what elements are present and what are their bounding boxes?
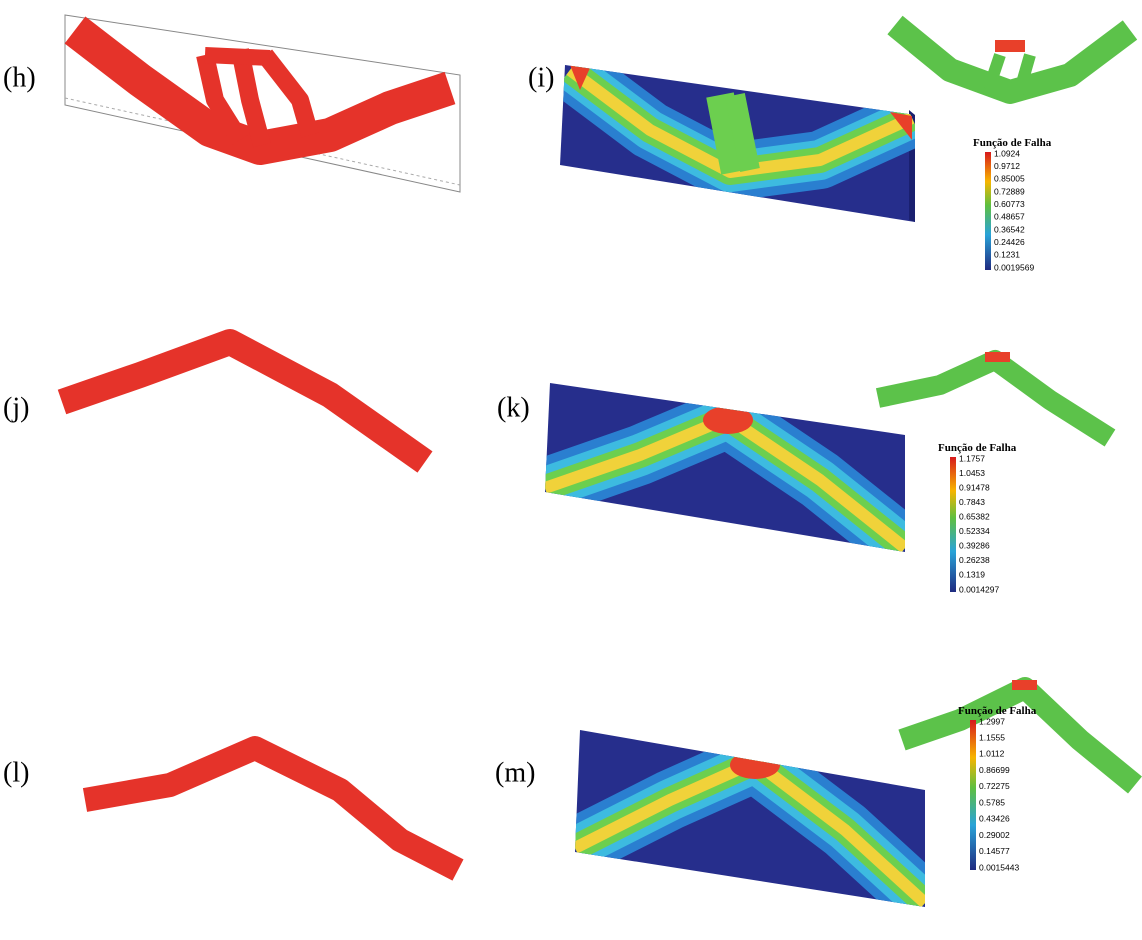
colorbar-tick: 0.0014297 [959,584,999,594]
colorbar-tick: 0.14577 [979,846,1010,856]
colorbar-tick: 0.39286 [959,541,990,551]
colorbar-tick: 0.9712 [994,161,1020,171]
colorbar-tick: 0.48657 [994,212,1025,222]
panel-label: (j) [3,392,29,423]
panel-h [65,15,460,192]
figure: (h)(i)Função de Falha1.09240.97120.85005… [0,0,1142,940]
structure-l [85,748,458,870]
colorbar-tick: 0.72275 [979,781,1010,791]
colorbar [950,457,956,592]
colorbar-tick: 1.1757 [959,453,985,463]
colorbar-tick: 0.91478 [959,482,990,492]
legend-title: Função de Falha [938,442,1017,454]
panel-i [560,25,1130,222]
colorbar [970,720,976,870]
colorbar-tick: 1.0453 [959,468,985,478]
colorbar-tick: 0.85005 [994,174,1025,184]
colorbar-tick: 0.7843 [959,497,985,507]
colorbar-tick: 0.0015443 [979,862,1019,872]
colorbar-tick: 0.43426 [979,814,1010,824]
colorbar-tick: 1.0924 [994,148,1020,158]
colorbar-tick: 0.26238 [959,555,990,565]
colorbar-tick: 0.24426 [994,237,1025,247]
legend-title: Função de Falha [958,705,1037,717]
colorbar-tick: 1.0112 [979,749,1005,759]
panel-m [575,680,1135,907]
colorbar-tick: 0.52334 [959,526,990,536]
colorbar-tick: 0.72889 [994,186,1025,196]
colorbar-tick: 1.1555 [979,732,1005,742]
colorbar-tick: 0.65382 [959,511,990,521]
panel-label: (m) [495,757,535,788]
colorbar-tick: 0.1319 [959,570,985,580]
colorbar-tick: 0.60773 [994,199,1025,209]
structure-j [62,342,425,462]
colorbar-tick: 0.1231 [994,250,1020,260]
colorbar-tick: 0.29002 [979,830,1010,840]
colorbar [985,152,991,270]
legend-title: Função de Falha [973,137,1052,149]
panel-label: (h) [3,62,36,93]
colorbar-tick: 0.0019569 [994,262,1034,272]
panel-label: (k) [497,392,530,423]
colorbar-tick: 0.5785 [979,797,1005,807]
colorbar-tick: 1.2997 [979,716,1005,726]
panel-label: (l) [3,757,29,788]
colorbar-tick: 0.86699 [979,765,1010,775]
colorbar-tick: 0.36542 [994,224,1025,234]
panel-label: (i) [528,62,554,93]
panel-k [545,352,1110,552]
